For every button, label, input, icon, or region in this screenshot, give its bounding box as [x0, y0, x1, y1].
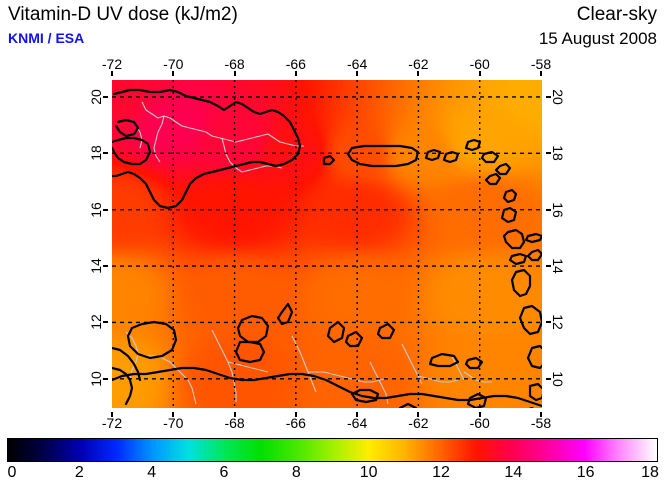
colorbar-tick-label: 0: [7, 464, 17, 481]
x-axis-tick-mark: [111, 71, 113, 76]
colorbar-tick-label: 18: [641, 464, 659, 481]
y-axis-tick-label: 10: [88, 371, 104, 387]
x-axis-tick-mark: [356, 412, 359, 417]
x-axis-tick-mark: [478, 412, 481, 417]
y-axis-tick-label: 16: [88, 201, 104, 218]
y-axis-tick-mark: [546, 95, 551, 98]
colorbar-tick-label: 8: [291, 464, 301, 481]
colorbar-tick-label: 4: [147, 464, 157, 481]
y-axis-tick-mark: [103, 152, 108, 155]
y-axis-tick-mark: [103, 95, 108, 98]
y-axis-tick-label: 14: [550, 258, 566, 274]
x-axis-tick-label: -60: [469, 56, 490, 72]
x-axis-tick-label: -58: [530, 56, 552, 72]
x-axis-tick-mark: [294, 412, 297, 417]
x-axis-tick-mark: [294, 71, 297, 76]
institution-label: KNMI / ESA: [8, 30, 85, 46]
x-axis-tick-label: -60: [469, 415, 490, 431]
x-axis-tick-mark: [478, 71, 481, 76]
x-axis-tick-mark: [111, 412, 113, 417]
map-gridlines: [112, 80, 542, 408]
x-axis-tick-label: -72: [101, 56, 123, 72]
x-axis-tick-mark: [540, 71, 542, 76]
x-axis-tick-mark: [417, 412, 420, 417]
x-axis-tick-mark: [233, 412, 236, 417]
colorbar: 0 2 4 6 8 10 12 14 16 18: [7, 438, 659, 481]
colorbar-gradient: [8, 439, 657, 461]
colorbar-swatch: [7, 438, 658, 462]
x-axis-tick-mark: [356, 71, 359, 76]
x-axis-tick-label: -66: [285, 415, 306, 431]
y-axis-tick-mark: [546, 265, 551, 268]
x-axis-tick-mark: [172, 412, 175, 417]
x-axis-tick-mark: [172, 71, 175, 76]
x-axis-tick-mark: [417, 71, 420, 76]
y-axis-tick-mark: [103, 321, 108, 324]
colorbar-tick-label: 12: [432, 464, 450, 481]
uv-dose-raster: [112, 80, 542, 408]
y-axis-tick-mark: [546, 208, 551, 211]
y-axis-tick-label: 18: [550, 145, 566, 162]
colorbar-tick-label: 16: [576, 464, 595, 481]
uv-dose-field: [112, 80, 542, 408]
y-axis-tick-label: 16: [550, 201, 566, 218]
x-axis-tick-label: -68: [224, 415, 245, 431]
y-axis-tick-mark: [546, 152, 551, 155]
x-axis-tick-label: -68: [224, 56, 245, 72]
y-axis-tick-mark: [546, 377, 551, 380]
y-axis-tick-label: 12: [88, 314, 104, 331]
y-axis-tick-mark: [546, 321, 551, 324]
x-axis-tick-label: -58: [530, 415, 552, 431]
y-axis-tick-label: 18: [88, 145, 104, 162]
y-axis-tick-label: 10: [550, 371, 566, 387]
map-plot-area: [108, 76, 546, 412]
condition-label: Clear-sky: [576, 4, 657, 25]
y-axis-tick-mark: [103, 377, 108, 380]
colorbar-tick-label: 2: [74, 464, 84, 481]
x-axis-tick-mark: [233, 71, 236, 76]
colorbar-tick-label: 6: [219, 464, 229, 481]
x-axis-tick-label: -62: [408, 56, 429, 72]
x-axis-tick-mark: [540, 412, 542, 417]
x-axis-tick-label: -70: [163, 56, 184, 72]
y-axis-tick-label: 12: [550, 314, 566, 331]
y-axis-tick-mark: [103, 265, 108, 268]
x-axis-tick-label: -62: [408, 415, 429, 431]
page-title: Vitamin-D UV dose (kJ/m2): [8, 4, 238, 25]
x-axis-tick-label: -64: [347, 56, 368, 72]
x-axis-tick-label: -64: [347, 415, 368, 431]
x-axis-tick-label: -70: [163, 415, 184, 431]
x-axis-tick-label: -66: [285, 56, 306, 72]
y-axis-tick-label: 20: [88, 89, 104, 105]
x-axis-tick-label: -72: [101, 415, 123, 431]
y-axis-tick-label: 20: [550, 89, 566, 105]
colorbar-tick-label: 10: [359, 464, 378, 481]
date-label: 15 August 2008: [538, 29, 657, 48]
colorbar-tick-label: 14: [504, 464, 523, 481]
y-axis-tick-label: 14: [88, 258, 104, 274]
y-axis-tick-mark: [103, 208, 108, 211]
